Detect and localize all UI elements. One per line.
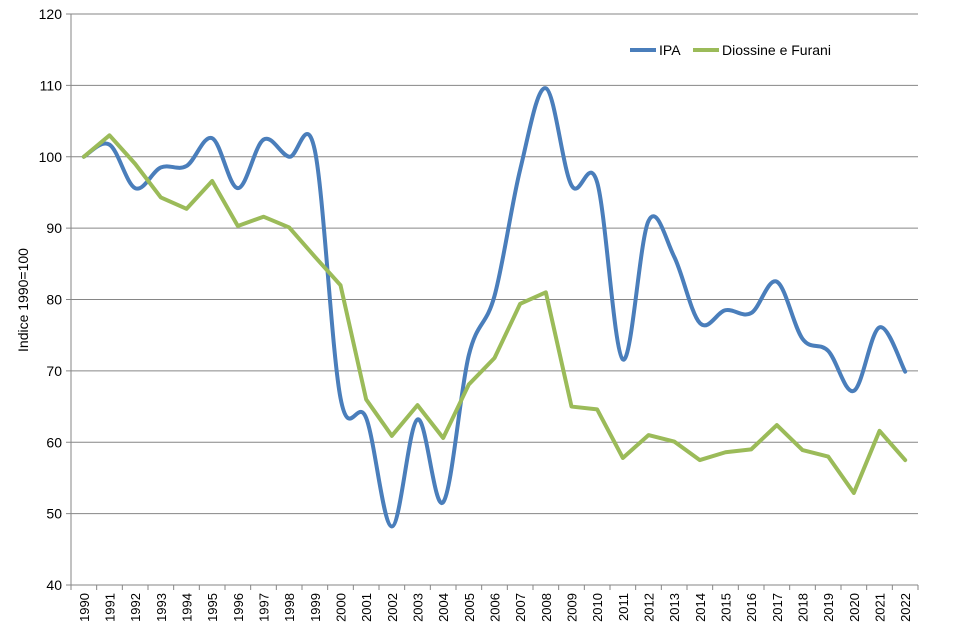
- y-tick-label: 100: [39, 149, 63, 165]
- x-tick-label: 1994: [180, 593, 195, 622]
- x-tick-label: 2002: [385, 593, 400, 622]
- series-lines: [81, 86, 908, 529]
- y-tick-label: 60: [46, 434, 62, 450]
- x-tick-label: 1990: [77, 593, 92, 622]
- x-tick-label: 2008: [539, 593, 554, 622]
- y-tick-label: 110: [40, 77, 63, 93]
- legend-item-diossine-e-furani: Diossine e Furani: [693, 42, 831, 58]
- y-tick-labels: 40 50 60 70 80 90 100 110 120: [39, 6, 63, 593]
- x-tick-label: 2021: [873, 593, 888, 622]
- x-tick-label: 2000: [334, 593, 349, 622]
- legend: IPA Diossine e Furani: [630, 42, 831, 58]
- x-tick-label: 1991: [103, 593, 118, 622]
- x-tick-label: 2010: [590, 593, 605, 622]
- x-tick-label: 2012: [642, 593, 657, 622]
- x-tick-label: 2007: [513, 593, 528, 622]
- y-tick-label: 50: [46, 506, 62, 522]
- x-tick-label: 2018: [796, 593, 811, 622]
- x-tick-label: 2013: [667, 593, 682, 622]
- x-tick-label: 2006: [488, 593, 503, 622]
- y-tick-label: 80: [46, 292, 62, 308]
- x-tick-label: 2020: [847, 593, 862, 622]
- x-tick-label: 1995: [205, 593, 220, 622]
- legend-label: IPA: [659, 42, 681, 58]
- y-tick-label: 90: [46, 220, 62, 236]
- legend-item-ipa: IPA: [630, 42, 681, 58]
- x-tick-label: 2019: [821, 593, 836, 622]
- x-tick-label: 2003: [411, 593, 426, 622]
- x-tick-label: 1998: [282, 593, 297, 622]
- x-tick-label: 1993: [154, 593, 169, 622]
- x-tick-label: 2017: [770, 593, 785, 622]
- x-tick-label: 2005: [462, 593, 477, 622]
- x-tick-labels: 1990 1991 1992 1993 1994 1995 1996 1997 1998 1999…: [77, 593, 913, 622]
- y-axis-label: Indice 1990=100: [15, 248, 31, 352]
- x-tick-label: 2016: [744, 593, 759, 622]
- x-tick-label: 2011: [616, 593, 631, 621]
- x-tick-label: 1996: [231, 593, 246, 622]
- series-line-diossine-e-furani: [81, 133, 908, 495]
- x-tick-label: 2014: [693, 593, 708, 622]
- x-tick-label: 1992: [128, 593, 143, 622]
- y-tick-label: 70: [46, 363, 62, 379]
- x-tick-label: 1997: [257, 593, 272, 622]
- x-tick-label: 2022: [898, 593, 913, 622]
- x-tick-label: 2015: [719, 593, 734, 622]
- series-line-ipa: [81, 86, 908, 529]
- x-tick-label: 2004: [436, 593, 451, 622]
- x-tick-label: 1999: [308, 593, 323, 622]
- x-tick-label: 2001: [359, 593, 374, 622]
- x-tick-label: 2009: [565, 593, 580, 622]
- y-tick-label: 120: [39, 6, 63, 22]
- axes: [70, 14, 919, 590]
- y-tick-label: 40: [46, 577, 62, 593]
- legend-label: Diossine e Furani: [722, 42, 831, 58]
